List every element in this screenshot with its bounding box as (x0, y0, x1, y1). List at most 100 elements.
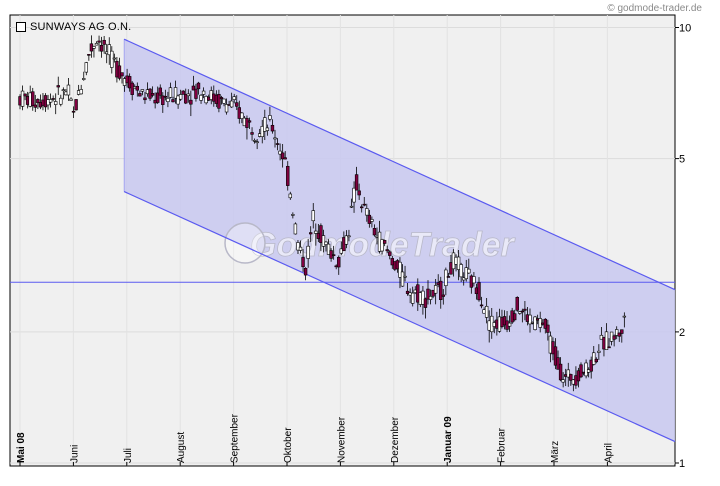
candle-body-96 (263, 117, 267, 132)
candle-body-1 (20, 90, 25, 107)
candle-body-131 (352, 187, 356, 203)
candle-body-57 (163, 95, 168, 98)
candle-body-165 (439, 280, 443, 300)
candle-body-5 (31, 91, 35, 106)
candle-body-56 (161, 95, 165, 105)
candle-body-150 (400, 271, 405, 287)
candle-body-215 (566, 369, 570, 378)
candle-body-180 (477, 282, 481, 301)
candle-body-66 (186, 93, 190, 97)
candle-body-143 (382, 240, 387, 244)
trend-channel-fill (124, 39, 675, 442)
candle-body-115 (311, 210, 315, 222)
candle-body-49 (143, 97, 147, 101)
candle-body-183 (484, 305, 489, 318)
x-tick-label-2: Juli (123, 448, 134, 463)
candle-body-121 (326, 243, 331, 255)
x-tick-label-10: März (550, 441, 561, 463)
candle-body-110 (298, 246, 303, 251)
candle-body-142 (380, 239, 384, 252)
candle-body-196 (518, 311, 522, 314)
candle-body-135 (362, 203, 366, 206)
trend-channel-upper (123, 38, 676, 291)
candle-body-27 (87, 54, 91, 56)
candle-body-39 (117, 65, 122, 79)
candle-body-230 (604, 331, 609, 350)
candle-body-89 (245, 118, 249, 128)
candle-body-30 (94, 43, 99, 46)
candle-body-234 (614, 329, 619, 336)
candle-body-63 (178, 94, 183, 100)
candle-body-159 (423, 298, 428, 308)
candle-body-118 (319, 225, 323, 243)
candle-body-60 (171, 99, 175, 103)
candle-body-71 (199, 94, 203, 101)
x-tick-label-5: Oktober (283, 427, 294, 463)
candle-body-236 (620, 329, 624, 334)
candle-body-152 (405, 290, 410, 294)
candle-body-167 (444, 269, 448, 286)
candle-body-129 (347, 235, 351, 238)
candle-body-225 (592, 352, 596, 365)
candle-body-192 (507, 322, 512, 327)
candle-body-220 (579, 364, 583, 378)
candle-body-105 (286, 165, 290, 186)
candle-body-47 (138, 93, 142, 97)
candle-body-84 (232, 96, 236, 100)
candle-body-172 (456, 256, 461, 270)
candle-body-206 (543, 318, 548, 329)
candle-body-138 (370, 219, 374, 222)
candle-body-134 (359, 206, 364, 209)
candle-body-40 (120, 72, 124, 77)
candle-body-211 (556, 357, 560, 370)
candle-body-2 (23, 93, 27, 97)
candle-body-173 (459, 264, 463, 278)
candle-body-160 (426, 288, 430, 300)
candle-body-197 (520, 310, 525, 313)
candle-body-210 (553, 346, 558, 366)
candle-body-55 (158, 87, 162, 96)
x-tick-label-1: Juni (69, 445, 80, 463)
candle-body-64 (181, 90, 185, 95)
candle-body-19 (66, 84, 71, 96)
candle-body-91 (250, 132, 254, 135)
x-tick-label-0: Mai 08 (16, 432, 27, 463)
series-square-icon (16, 22, 26, 32)
candle-body-62 (176, 95, 180, 105)
candle-body-178 (472, 276, 476, 284)
candle-body-17 (61, 89, 66, 92)
y-tick-label-2: 5 (679, 154, 685, 166)
candle-body-128 (344, 235, 349, 245)
candle-body-136 (365, 208, 369, 216)
candle-body-194 (512, 313, 517, 321)
candle-body-7 (36, 99, 40, 104)
candle-body-87 (240, 112, 244, 119)
candle-body-108 (293, 223, 298, 235)
candle-body-54 (156, 92, 160, 103)
x-tick-label-3: August (176, 432, 187, 463)
candle-body-120 (324, 241, 328, 245)
candle-body-231 (607, 346, 611, 349)
candle-body-103 (280, 152, 285, 160)
candle-body-113 (306, 245, 310, 259)
candle-body-65 (184, 94, 188, 104)
candle-body-109 (296, 242, 300, 251)
candle-body-20 (69, 98, 73, 101)
candle-body-37 (112, 57, 117, 60)
candle-body-52 (150, 93, 155, 96)
candle-body-92 (252, 140, 257, 142)
candle-body-12 (48, 99, 53, 103)
candle-body-224 (589, 359, 593, 372)
candle-body-111 (301, 257, 305, 268)
candle-body-70 (196, 82, 201, 90)
candle-body-132 (354, 174, 359, 191)
candle-body-31 (97, 40, 101, 43)
candle-body-21 (71, 110, 76, 113)
candle-body-24 (79, 89, 83, 95)
trend-channel-lower (123, 191, 676, 443)
x-tick-label-7: Dezember (390, 416, 401, 463)
candle-body-144 (385, 249, 389, 252)
candle-body-61 (173, 87, 178, 99)
x-tick-label-6: November (336, 416, 347, 463)
